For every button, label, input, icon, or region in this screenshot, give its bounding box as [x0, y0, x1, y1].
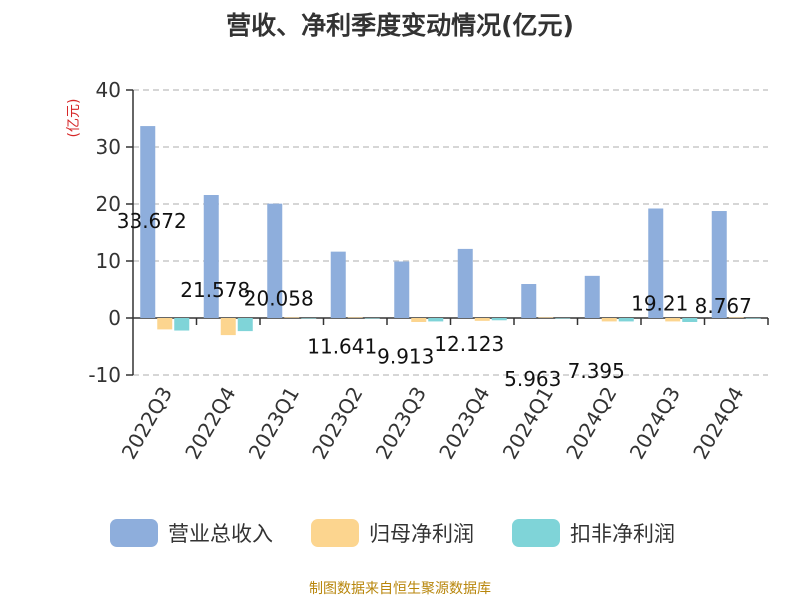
bar-0-2023Q4 [457, 248, 473, 318]
data-source-note: 制图数据来自恒生聚源数据库 [309, 581, 491, 597]
bar-1-2022Q4 [220, 318, 236, 336]
bar-1-2024Q4 [728, 317, 744, 318]
bar-1-2023Q2 [347, 317, 363, 318]
bar-2-2023Q1 [301, 318, 317, 319]
bar-2-2023Q2 [364, 318, 380, 319]
y-tick-label: 40 [96, 78, 121, 102]
data-label-revenue: 33.672 [117, 209, 187, 233]
bar-0-2024Q4 [711, 211, 727, 318]
x-tick-label: 2022Q4 [180, 383, 240, 464]
bar-1-2024Q3 [665, 318, 681, 322]
x-tick-label: 2024Q3 [625, 383, 685, 464]
x-tick-label: 2023Q4 [434, 383, 494, 464]
x-tick-label: 2024Q1 [498, 383, 558, 464]
legend-swatch-net-profit [311, 519, 359, 547]
data-label-revenue: 20.058 [244, 287, 314, 311]
y-tick-label: 0 [108, 306, 121, 330]
x-tick-label: 2024Q4 [688, 383, 748, 464]
bar-0-2022Q4 [203, 195, 219, 318]
data-label-revenue: 5.963 [504, 367, 561, 391]
legend-label-deducted-profit: 扣非净利润 [570, 522, 675, 546]
data-label-revenue: 12.123 [434, 332, 504, 356]
bar-2-2024Q1 [555, 318, 571, 319]
legend: 营业总收入 归母净利润 扣非净利润 [0, 518, 800, 554]
bar-2-2023Q4 [491, 318, 507, 321]
data-label-revenue: 11.641 [307, 335, 377, 359]
chart-title: 营收、净利季度变动情况(亿元) [226, 11, 574, 40]
x-tick-label: 2023Q3 [371, 383, 431, 464]
legend-swatch-deducted-profit [512, 519, 560, 547]
data-label-revenue: 9.913 [377, 344, 434, 368]
bar-0-2024Q3 [648, 208, 664, 318]
bar-0-2023Q3 [394, 261, 410, 318]
y-tick-label: 10 [96, 249, 121, 273]
y-axis-unit-label: (亿元) [66, 99, 82, 138]
bar-2-2024Q2 [618, 318, 634, 322]
legend-item-deducted-profit[interactable]: 扣非净利润 [512, 518, 675, 548]
x-tick-label: 2023Q1 [244, 383, 304, 464]
data-label-revenue: 8.767 [695, 294, 752, 318]
bar-0-2023Q1 [267, 203, 283, 318]
x-tick-label: 2023Q2 [307, 383, 367, 464]
bar-2-2023Q3 [428, 318, 444, 322]
legend-item-net-profit[interactable]: 归母净利润 [311, 518, 474, 548]
bar-1-2023Q3 [411, 318, 427, 322]
y-tick-label: 20 [96, 192, 121, 216]
bar-2-2022Q4 [237, 318, 253, 332]
bar-1-2023Q1 [284, 317, 300, 318]
bar-2-2022Q3 [174, 318, 190, 331]
grid-layer [133, 89, 768, 376]
bar-1-2024Q2 [601, 318, 617, 322]
bar-2-2024Q3 [682, 318, 698, 322]
bar-0-2024Q1 [521, 284, 537, 318]
legend-label-revenue: 营业总收入 [168, 522, 273, 546]
x-tick-label: 2024Q2 [561, 383, 621, 464]
y-tick-label: 30 [96, 135, 121, 159]
data-label-revenue: 19.21 [631, 292, 688, 316]
legend-item-revenue[interactable]: 营业总收入 [110, 518, 273, 548]
bar-0-2023Q2 [330, 251, 346, 318]
bar-1-2024Q1 [538, 317, 554, 318]
bar-layer [140, 126, 761, 336]
bar-2-2024Q4 [745, 318, 761, 319]
x-tick-label: 2022Q3 [117, 383, 177, 464]
data-label-revenue: 7.395 [568, 359, 625, 383]
bar-0-2022Q3 [140, 126, 156, 318]
legend-swatch-revenue [110, 519, 158, 547]
bar-1-2023Q4 [474, 318, 490, 321]
data-label-revenue: 21.578 [180, 278, 250, 302]
bar-0-2024Q2 [584, 275, 600, 318]
y-tick-label: -10 [88, 363, 121, 387]
bar-1-2022Q3 [157, 318, 173, 330]
legend-label-net-profit: 归母净利润 [369, 522, 474, 546]
